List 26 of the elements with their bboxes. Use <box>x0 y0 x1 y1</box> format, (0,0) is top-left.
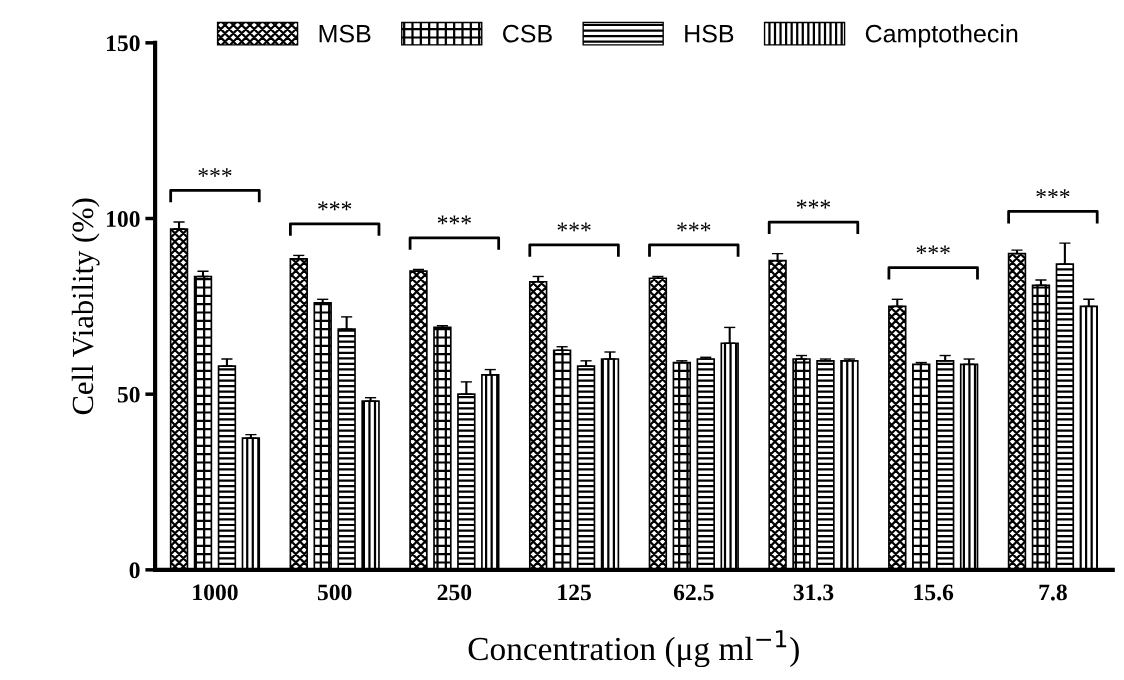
legend-label: Camptothecin <box>865 24 1018 48</box>
x-tick-label: 250 <box>437 584 472 601</box>
legend-label: MSB <box>319 24 371 43</box>
x-tick-label: 31.3 <box>793 584 834 601</box>
x-tick-label: 62.5 <box>673 584 714 601</box>
y-tick-label: 150 <box>107 35 140 52</box>
legend-label: CSB <box>503 24 552 43</box>
annotation: *** <box>916 245 950 255</box>
annotation: *** <box>437 215 471 225</box>
x-tick-label: 7.8 <box>1039 584 1067 601</box>
x-axis-title: Concentration (μg ml$^{−1}$) <box>468 630 799 668</box>
annotation: *** <box>557 222 591 232</box>
annotation: *** <box>198 168 232 177</box>
y-tick-label: 50 <box>117 386 140 403</box>
x-tick-label: 500 <box>317 584 352 601</box>
legend-label: HSB <box>685 24 734 43</box>
x-tick-label: 1000 <box>193 584 238 601</box>
annotation: *** <box>318 201 352 211</box>
y-tick-label: 0 <box>129 562 140 579</box>
x-tick-label: 15.6 <box>914 584 954 601</box>
y-tick-label: 100 <box>107 211 140 227</box>
x-tick-label: 125 <box>558 584 591 601</box>
annotation: *** <box>677 222 711 232</box>
y-axis-title: Cell Viability (%) <box>71 198 100 415</box>
annotation: *** <box>796 199 831 209</box>
annotation: *** <box>1036 189 1070 198</box>
